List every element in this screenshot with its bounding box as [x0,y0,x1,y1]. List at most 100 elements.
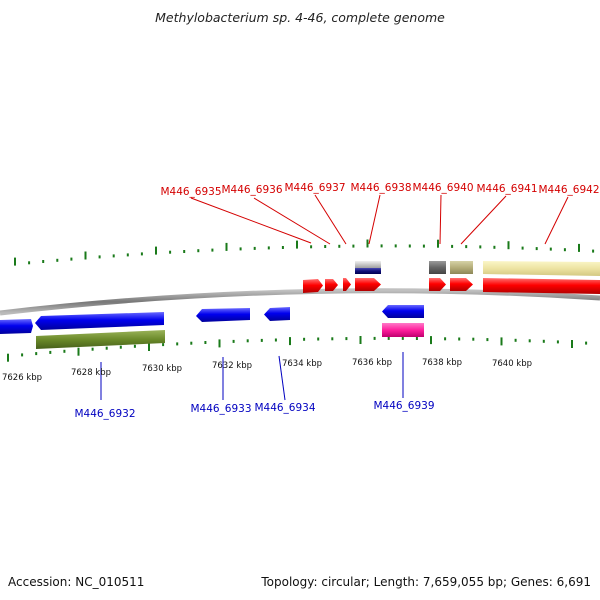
scale-tick [14,257,16,266]
gene-M446_6940-box[interactable] [429,261,446,274]
gene-M446_6932-box[interactable] [36,330,165,349]
scale-tick [549,247,552,251]
scale-tick [563,248,566,252]
scale-tick [430,336,432,345]
kbp-axis-labels: 7626 kbp 7628 kbp 7630 kbp 7632 kbp 7634… [2,358,532,383]
scale-tick [437,239,439,248]
gene-arrow-M446_6932[interactable] [35,312,164,330]
gene-label-M446_6937[interactable]: M446_6937 [284,182,345,194]
gene-label-M446_6939[interactable]: M446_6939 [373,400,434,412]
gene-arrow-M446_6942[interactable] [483,278,600,294]
scale-tick [239,247,242,251]
scale-tick [479,245,482,249]
scale-tick [126,253,129,257]
scale-tick [521,246,524,250]
bottom-scale-ticks [7,336,588,362]
scale-tick [155,246,157,255]
scale-tick [444,337,447,341]
scale-tick [571,340,573,348]
scale-tick [267,246,270,250]
scale-tick [585,341,588,345]
gene-arrow-M446_6936[interactable] [325,279,338,291]
scale-tick [77,347,80,356]
scale-tick [112,254,115,258]
gene-arrow-M446_6937[interactable] [343,278,351,291]
gene-label-M446_6936[interactable]: M446_6936 [221,184,282,196]
scale-tick [260,338,263,342]
top-gene-labels: M446_6935 M446_6936 M446_6937 M446_6938 … [160,182,600,245]
scale-tick [338,244,341,248]
gene-label-M446_6940[interactable]: M446_6940 [412,182,473,194]
scale-tick [345,337,348,341]
scale-tick [140,252,143,256]
scale-tick [190,341,193,345]
kbp-label: 7628 kbp [71,368,111,378]
gene-M446_6942-box[interactable] [483,261,600,276]
scale-tick [578,243,580,252]
scale-tick [42,260,45,263]
gene-label-M446_6932[interactable]: M446_6932 [74,408,135,420]
gene-M446_6938-rna-box-dark[interactable] [355,268,381,274]
scale-tick [21,353,24,357]
scale-tick [162,343,165,347]
scale-tick [148,343,150,351]
scale-tick [303,337,306,341]
gene-arrow-M446_6940[interactable] [429,278,446,291]
scale-tick [183,250,186,253]
gene-label-M446_6935[interactable]: M446_6935 [160,186,221,198]
gene-M446_6938-rna-box[interactable] [355,261,381,268]
scale-tick [331,337,334,341]
scale-tick [296,240,298,249]
kbp-label: 7626 kbp [2,373,42,383]
scale-tick [232,339,235,343]
gene-label-M446_6941[interactable]: M446_6941 [476,183,537,195]
gene-arrow-M446_6934[interactable] [264,307,290,321]
scale-tick [507,241,510,250]
gene-arrow-M446_6941[interactable] [450,278,473,291]
scale-tick [324,245,327,248]
scale-tick [472,337,475,341]
scale-tick [211,248,214,252]
scale-tick [458,337,461,341]
scale-tick [176,342,179,346]
scale-tick [493,245,496,249]
scale-tick [542,339,545,343]
top-scale-ticks [14,239,595,266]
scale-tick [528,339,531,343]
scale-tick [359,336,362,344]
gene-arrow-M446_6935[interactable] [303,279,323,293]
scale-tick [105,346,108,350]
gene-arrow-M446_6933[interactable] [196,308,250,322]
scale-tick [56,258,59,262]
scale-tick [274,338,277,342]
gene-arrow-M446_6938[interactable] [355,278,381,291]
gene-label-M446_6938[interactable]: M446_6938 [350,182,411,194]
scale-tick [133,344,136,348]
scale-tick [197,249,200,253]
accession-text: Accession: NC_010511 [8,575,145,589]
gene-arrow-left-partial[interactable] [0,319,33,334]
scale-tick [91,347,94,351]
scale-tick [486,338,489,342]
scale-tick [310,245,313,249]
gene-M446_6941-box[interactable] [450,261,473,274]
gene-M446_6939-box[interactable] [382,323,424,337]
scale-tick [70,257,73,261]
kbp-label: 7632 kbp [212,361,252,371]
scale-tick [28,261,31,265]
gene-label-M446_6942[interactable]: M446_6942 [538,184,599,196]
scale-tick [451,244,454,248]
gene-arrow-M446_6939[interactable] [382,305,424,318]
gene-label-M446_6933[interactable]: M446_6933 [190,403,251,415]
scale-tick [225,242,228,251]
scale-tick [535,247,538,251]
scale-tick [49,350,52,354]
gene-label-M446_6934[interactable]: M446_6934 [254,402,315,414]
kbp-label: 7634 kbp [282,359,322,369]
kbp-label: 7636 kbp [352,358,392,368]
scale-tick [422,244,425,248]
scale-tick [204,341,207,344]
scale-tick [63,349,66,353]
scale-tick [317,337,320,341]
